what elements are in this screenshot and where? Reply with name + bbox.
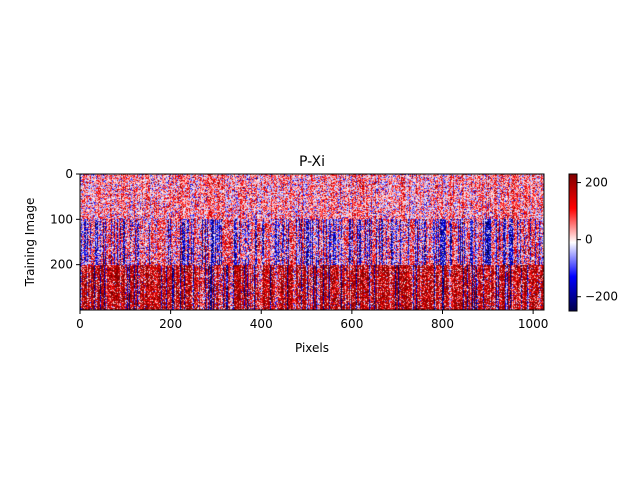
x-tick-label: 0	[76, 317, 84, 331]
y-axis-label: Training Image	[23, 198, 37, 288]
colorbar-tick-label: −200	[585, 290, 618, 304]
y-tick-label: 100	[50, 212, 73, 226]
x-tick-label: 400	[250, 317, 273, 331]
colorbar-ticks: 200 0 −200	[577, 176, 618, 304]
x-axis-label: Pixels	[295, 341, 329, 355]
chart-title: P-Xi	[299, 154, 325, 170]
heatmap-image	[80, 174, 544, 310]
y-tick-label: 0	[65, 167, 73, 181]
plot-frame	[79, 173, 545, 311]
y-axis-ticks: 0 100 200	[50, 167, 80, 272]
x-tick-label: 1000	[518, 317, 549, 331]
colorbar-gradient	[569, 174, 577, 311]
x-tick-label: 600	[340, 317, 363, 331]
colorbar-frame	[568, 173, 578, 312]
x-tick-label: 200	[159, 317, 182, 331]
colorbar-tick-label: 0	[585, 233, 593, 247]
x-tick-label: 800	[431, 317, 454, 331]
colorbar-tick-label: 200	[585, 176, 608, 190]
y-tick-label: 200	[50, 258, 73, 272]
x-axis-ticks: 0 200 400 600 800 1000	[76, 310, 548, 331]
